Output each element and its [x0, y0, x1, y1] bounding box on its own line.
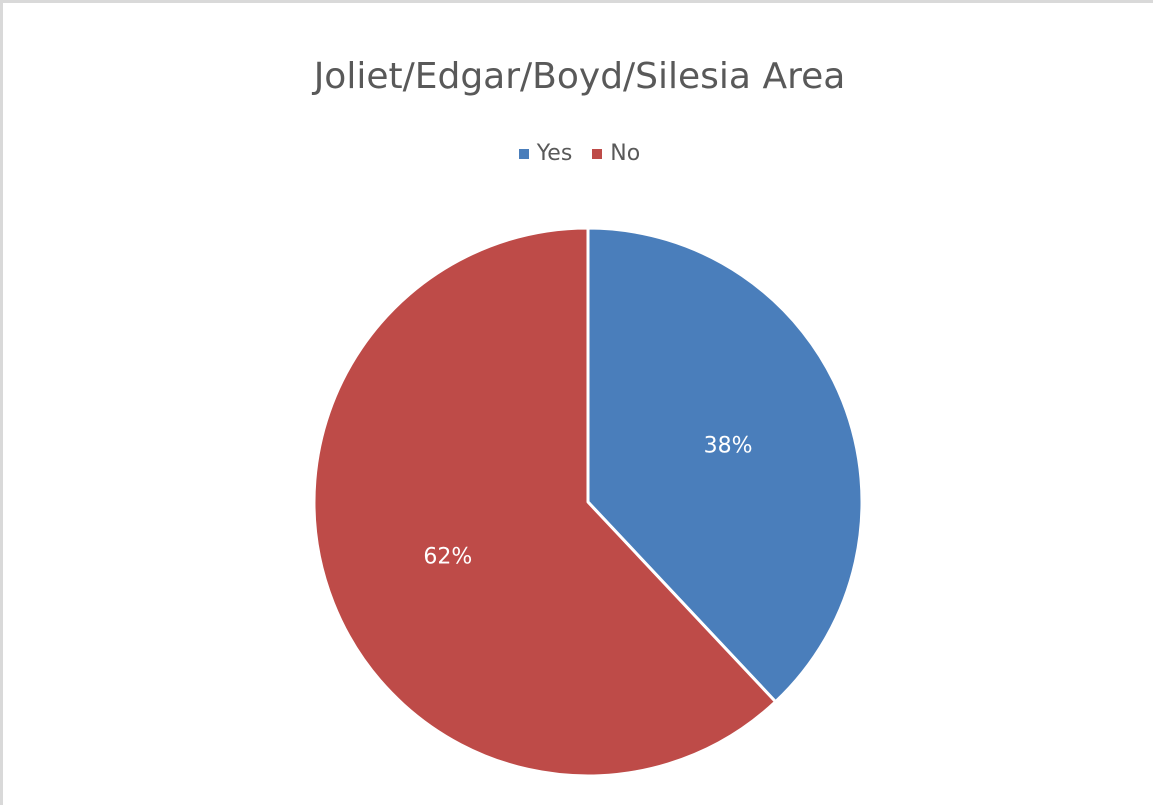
legend-item-yes: Yes: [518, 141, 573, 166]
slice-label-no: 62%: [423, 544, 472, 569]
legend-label-yes: Yes: [536, 141, 573, 166]
legend-label-no: No: [610, 141, 641, 166]
legend-swatch-no: [592, 148, 603, 159]
slice-label-yes: 38%: [704, 434, 753, 459]
pie-chart: 38% 62%: [312, 226, 864, 778]
pie-slice-yes: [586, 226, 864, 704]
pie-slice-no: [312, 226, 778, 778]
legend-swatch-yes: [518, 148, 529, 159]
chart-legend: Yes No: [3, 141, 1153, 166]
chart-title: Joliet/Edgar/Boyd/Silesia Area: [313, 56, 846, 97]
legend-item-no: No: [592, 141, 640, 166]
